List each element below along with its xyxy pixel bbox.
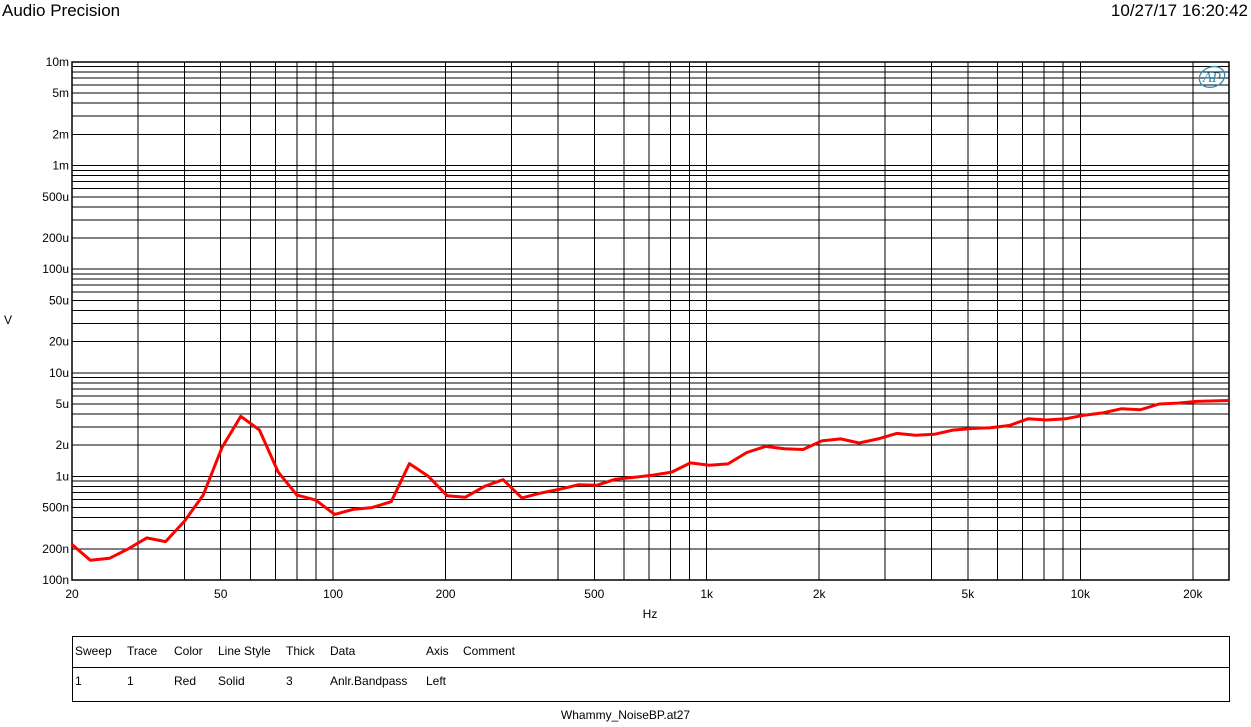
chart: 20 50 100 200 500 1k 2k 5k 10k 20k 10m 5m 2m 1m 500u 20… (4, 55, 1230, 621)
timestamp: 10/27/17 16:20:42 (1110, 1, 1248, 20)
legend-header-thick: Thick (286, 644, 315, 658)
x-tick-label: 2k (813, 587, 827, 601)
legend-header-line-style: Line Style (218, 644, 271, 658)
y-tick-label: 100u (42, 262, 69, 276)
y-tick-label: 20u (49, 335, 69, 349)
legend-header-comment: Comment (463, 644, 516, 658)
grid-lines (71, 61, 1230, 581)
legend-cell-axis: Left (426, 674, 447, 688)
y-tick-label: 1u (56, 469, 69, 483)
legend-cell-data: Anlr.Bandpass (330, 674, 408, 688)
y-tick-label: 500n (42, 501, 69, 515)
y-axis-label: V (4, 313, 12, 327)
y-tick-label: 50u (49, 293, 69, 307)
x-tick-label: 5k (962, 587, 976, 601)
x-axis-label: Hz (643, 607, 658, 621)
y-tick-label: 2u (56, 438, 69, 452)
ap-logo: AP (1198, 65, 1226, 89)
x-tick-label: 50 (214, 587, 228, 601)
x-tick-label: 20 (65, 587, 79, 601)
legend-cell-color: Red (174, 674, 197, 688)
y-tick-label: 200u (42, 231, 69, 245)
tick-labels: 20 50 100 200 500 1k 2k 5k 10k 20k 10m 5m 2m 1m 500u 20… (42, 55, 1203, 601)
y-tick-label: 1m (52, 159, 69, 173)
series-line-1 (71, 399, 1230, 562)
legend-header-trace: Trace (127, 644, 158, 658)
legend-header-color: Color (174, 644, 203, 658)
y-tick-label: 2m (52, 127, 69, 141)
legend-table: Sweep Trace Color Line Style Thick Data … (72, 636, 1230, 702)
legend-header-sweep: Sweep (75, 644, 112, 658)
y-tick-label: 500u (42, 190, 69, 204)
app-title: Audio Precision (2, 1, 121, 20)
series-layer (71, 399, 1230, 562)
x-tick-label: 200 (436, 587, 456, 601)
x-tick-label: 10k (1071, 587, 1091, 601)
y-tick-label: 10u (49, 366, 69, 380)
legend-cell-line-style: Solid (218, 674, 245, 688)
ap-logo-text: AP (1202, 70, 1221, 86)
y-tick-label: 5m (52, 86, 69, 100)
y-tick-label: 10m (46, 55, 69, 69)
x-tick-label: 1k (700, 587, 714, 601)
legend-cell-sweep: 1 (75, 674, 82, 688)
file-name: Whammy_NoiseBP.at27 (560, 708, 691, 722)
legend-header-data: Data (330, 644, 356, 658)
x-tick-label: 500 (584, 587, 604, 601)
y-tick-label: 200n (42, 542, 69, 556)
x-tick-label: 20k (1183, 587, 1203, 601)
y-tick-label: 5u (56, 397, 69, 411)
plot-frame (71, 61, 1230, 581)
legend-cell-thick: 3 (286, 674, 293, 688)
x-tick-label: 100 (323, 587, 343, 601)
legend-header-axis: Axis (426, 644, 449, 658)
legend-cell-trace: 1 (127, 674, 134, 688)
y-tick-label: 100n (42, 573, 69, 587)
legend-divider (73, 667, 1229, 668)
